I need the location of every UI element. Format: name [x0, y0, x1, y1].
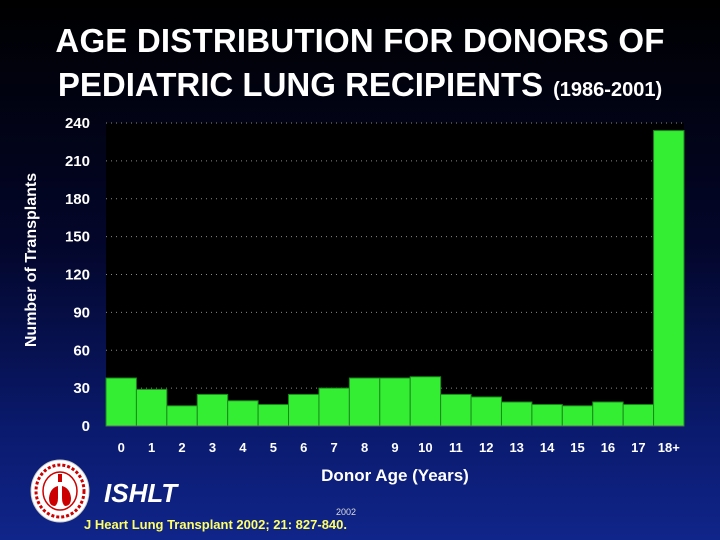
y-tick-label: 150 [65, 229, 90, 246]
bar [500, 401, 533, 427]
organization-name: ISHLT [104, 478, 178, 508]
y-tick-label: 180 [65, 191, 90, 208]
bar [257, 404, 290, 427]
bar [318, 387, 350, 427]
bar [592, 401, 624, 427]
bar [288, 393, 320, 427]
x-tick-label: 14 [540, 440, 555, 455]
y-tick-label: 90 [73, 304, 90, 321]
y-tick-label: 240 [65, 115, 90, 132]
chart-title-main: PEDIATRIC LUNG RECIPIENTS [57, 66, 544, 103]
x-axis-label: Donor Age (Years) [321, 466, 469, 485]
x-tick-label: 16 [601, 440, 615, 455]
x-tick-label: 5 [270, 440, 277, 455]
bar [622, 404, 655, 427]
y-axis-label: Number of Transplants [23, 172, 40, 348]
x-tick-label: 13 [509, 440, 523, 455]
x-axis-ticks: 0 1 2 3 4 5 6 7 8 9 10 11 12 13 14 15 16 17 18+ [118, 440, 681, 455]
y-tick-label: 0 [82, 418, 90, 435]
x-tick-label: 2 [178, 440, 185, 455]
bar [227, 400, 259, 427]
bar [531, 404, 563, 427]
x-tick-label: 4 [239, 440, 247, 455]
x-tick-label: 17 [631, 440, 645, 455]
bar [561, 405, 594, 427]
plot-area [106, 123, 684, 426]
chart-title-years: (1986-2001) [553, 79, 663, 101]
ishlt-lungs-logo-icon [28, 458, 92, 524]
bar [379, 377, 411, 427]
x-tick-label: 1 [148, 440, 155, 455]
y-tick-label: 30 [73, 380, 90, 397]
bar [409, 376, 442, 427]
chart-title-line-2: PEDIATRIC LUNG RECIPIENTS (1986-2001) [0, 66, 720, 104]
x-tick-label: 0 [118, 440, 125, 455]
x-tick-label: 9 [391, 440, 398, 455]
bar [348, 377, 381, 427]
bar [135, 388, 168, 427]
y-tick-label: 210 [65, 153, 90, 170]
x-tick-label: 18+ [658, 440, 680, 455]
bar [470, 396, 502, 427]
y-axis-ticks: 0 30 60 90 120 150 180 210 240 [65, 115, 90, 435]
bar [196, 393, 229, 427]
x-tick-label: 3 [209, 440, 216, 455]
x-tick-label: 8 [361, 440, 368, 455]
bar [653, 130, 685, 427]
x-tick-label: 10 [418, 440, 432, 455]
citation-text: J Heart Lung Transplant 2002; 21: 827-84… [84, 517, 347, 532]
bar [105, 377, 137, 427]
y-tick-label: 120 [65, 267, 90, 284]
citation-year-mark: 2002 [336, 507, 357, 517]
x-tick-label: 6 [300, 440, 307, 455]
bar [166, 405, 198, 427]
bar [440, 393, 472, 427]
chart-title-line-1: AGE DISTRIBUTION FOR DONORS OF [55, 22, 665, 59]
y-tick-label: 60 [73, 342, 90, 359]
x-tick-label: 12 [479, 440, 493, 455]
citation: 2002 J Heart Lung Transplant 2002; 21: 8… [84, 507, 356, 532]
x-tick-label: 11 [449, 440, 463, 455]
x-tick-label: 7 [331, 440, 338, 455]
x-tick-label: 15 [570, 440, 584, 455]
